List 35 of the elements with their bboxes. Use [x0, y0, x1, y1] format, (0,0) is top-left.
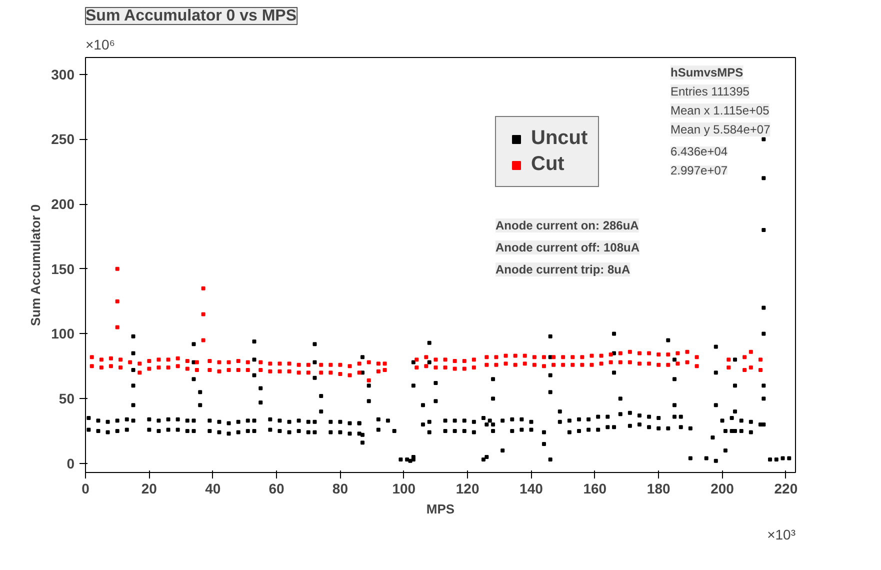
x-axis-title: MPS	[426, 502, 455, 516]
annotation: Anode current off: 108uA	[496, 240, 640, 254]
y-tick-label: 300	[51, 66, 75, 82]
y-tick-label: 100	[51, 326, 75, 342]
x-tick-label: 180	[646, 480, 670, 496]
text: ×10⁶	[86, 36, 116, 52]
x-tick-label: 160	[583, 480, 607, 496]
x-tick-label: 140	[520, 480, 544, 496]
annotation: 2.997e+07	[670, 164, 728, 178]
annotation: 6.436e+04	[670, 144, 728, 158]
annotation: Mean x 1.115e+05	[670, 104, 770, 118]
x-tick-label: 100	[392, 480, 416, 496]
legend-label: Uncut	[531, 127, 588, 150]
x-tick-label: 40	[205, 480, 221, 496]
x-tick-label: 20	[141, 480, 158, 496]
y-tick-label: 0	[66, 455, 75, 472]
x-tick-label: 60	[268, 480, 285, 496]
legend-label: Cut	[531, 153, 564, 176]
y-tick-label: 200	[51, 196, 75, 212]
y-axis-title: Sum Accumulator 0	[28, 204, 44, 326]
x-tick-label: 200	[710, 480, 734, 496]
x-tick-label: 80	[332, 480, 348, 496]
annotation: Anode current trip: 8uA	[496, 262, 631, 276]
y-tick-label: 250	[51, 131, 75, 148]
annotation: Mean y 5.584e+07	[670, 122, 771, 136]
annotation: Anode current on: 286uA	[496, 218, 640, 232]
y-tick-label: 150	[51, 260, 75, 277]
y-tick-label: 50	[58, 390, 75, 407]
text: ×10³	[767, 526, 796, 542]
annotation: Entries 111395	[670, 84, 750, 98]
x-tick-label: 120	[456, 480, 480, 496]
x-tick-label: 220	[774, 480, 798, 496]
x-tick-label: 0	[82, 480, 90, 496]
chart-title: Sum Accumulator 0 vs MPS	[86, 8, 297, 24]
annotation: hSumvsMPS	[670, 66, 744, 80]
